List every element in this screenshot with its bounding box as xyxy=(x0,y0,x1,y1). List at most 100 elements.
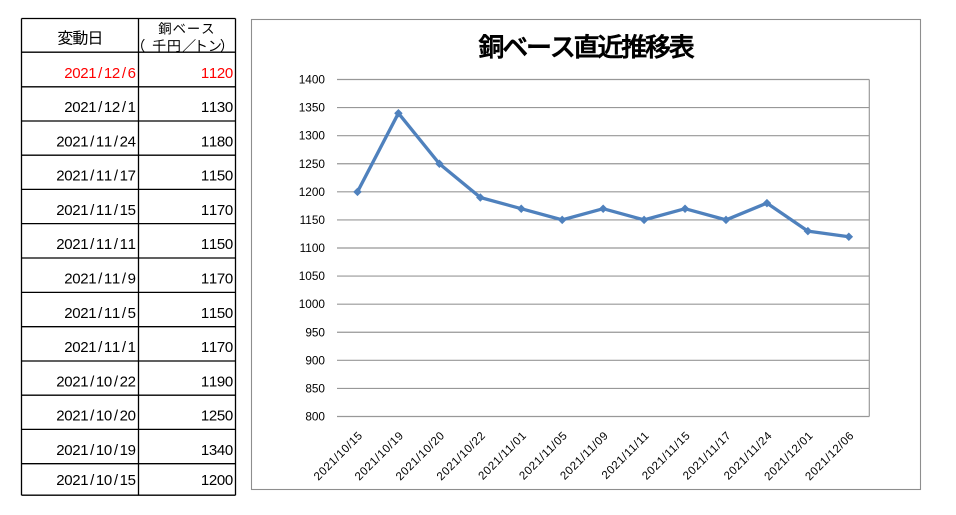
svg-text:1: 1 xyxy=(96,236,104,253)
svg-text:2: 2 xyxy=(209,408,217,425)
svg-text:1000: 1000 xyxy=(299,297,326,311)
svg-text:0: 0 xyxy=(225,202,233,219)
svg-text:1: 1 xyxy=(80,472,88,489)
svg-text:/: / xyxy=(98,271,103,288)
svg-text:1: 1 xyxy=(104,65,112,82)
svg-text:/: / xyxy=(90,472,95,489)
svg-text:5: 5 xyxy=(217,236,225,253)
svg-text:/: / xyxy=(114,133,119,150)
svg-text:2: 2 xyxy=(56,442,64,459)
svg-text:1: 1 xyxy=(201,168,209,185)
svg-text:2: 2 xyxy=(64,65,72,82)
svg-text:2: 2 xyxy=(72,133,80,150)
svg-text:1050: 1050 xyxy=(299,269,326,283)
svg-text:1: 1 xyxy=(88,271,96,288)
svg-text:0: 0 xyxy=(225,408,233,425)
svg-text:1: 1 xyxy=(80,202,88,219)
svg-text:1: 1 xyxy=(120,168,128,185)
svg-text:1: 1 xyxy=(201,271,209,288)
svg-text:1: 1 xyxy=(209,133,217,150)
svg-text:1: 1 xyxy=(128,339,136,356)
svg-text:1: 1 xyxy=(80,408,88,425)
svg-text:9: 9 xyxy=(128,271,136,288)
svg-text:0: 0 xyxy=(64,236,72,253)
svg-text:1: 1 xyxy=(96,168,104,185)
svg-text:5: 5 xyxy=(217,408,225,425)
svg-text:1: 1 xyxy=(112,339,120,356)
svg-text:1: 1 xyxy=(128,99,136,116)
svg-text:1: 1 xyxy=(112,271,120,288)
svg-text:2: 2 xyxy=(64,271,72,288)
svg-text:2: 2 xyxy=(217,65,225,82)
svg-text:5: 5 xyxy=(128,472,136,489)
svg-text:1: 1 xyxy=(104,305,112,322)
svg-text:1: 1 xyxy=(96,373,104,390)
svg-text:1: 1 xyxy=(209,236,217,253)
svg-text:1: 1 xyxy=(80,373,88,390)
svg-text:2: 2 xyxy=(120,408,128,425)
svg-text:2: 2 xyxy=(80,99,88,116)
svg-text:1: 1 xyxy=(96,442,104,459)
svg-text:2: 2 xyxy=(56,472,64,489)
svg-text:2: 2 xyxy=(72,442,80,459)
svg-text:1: 1 xyxy=(80,168,88,185)
svg-text:2: 2 xyxy=(112,65,120,82)
svg-text:1: 1 xyxy=(201,408,209,425)
svg-text:1: 1 xyxy=(201,472,209,489)
svg-text:8: 8 xyxy=(217,133,225,150)
svg-text:1150: 1150 xyxy=(300,213,326,227)
svg-text:0: 0 xyxy=(225,305,233,322)
svg-text:/: / xyxy=(114,442,119,459)
svg-text:7: 7 xyxy=(128,168,136,185)
svg-text:2: 2 xyxy=(64,305,72,322)
svg-text:0: 0 xyxy=(225,168,233,185)
svg-text:1: 1 xyxy=(201,373,209,390)
svg-text:1: 1 xyxy=(128,236,136,253)
svg-text:1: 1 xyxy=(96,133,104,150)
svg-text:1300: 1300 xyxy=(299,129,326,143)
svg-text:1: 1 xyxy=(104,168,112,185)
svg-text:1: 1 xyxy=(104,271,112,288)
svg-text:1: 1 xyxy=(209,168,217,185)
svg-text:2: 2 xyxy=(72,472,80,489)
svg-text:/: / xyxy=(114,408,119,425)
svg-text:0: 0 xyxy=(64,472,72,489)
svg-text:1: 1 xyxy=(120,202,128,219)
svg-text:900: 900 xyxy=(305,353,325,367)
svg-text:1: 1 xyxy=(88,305,96,322)
svg-text:1: 1 xyxy=(104,202,112,219)
svg-text:/: / xyxy=(98,305,103,322)
svg-text:0: 0 xyxy=(72,65,80,82)
svg-text:2: 2 xyxy=(64,339,72,356)
svg-text:/: / xyxy=(114,472,119,489)
svg-text:3: 3 xyxy=(209,442,217,459)
svg-text:2: 2 xyxy=(56,373,64,390)
svg-text:0: 0 xyxy=(225,339,233,356)
svg-text:2: 2 xyxy=(56,408,64,425)
svg-text:2: 2 xyxy=(72,373,80,390)
svg-text:950: 950 xyxy=(305,325,325,339)
svg-text:1: 1 xyxy=(209,65,217,82)
svg-text:2: 2 xyxy=(56,133,64,150)
svg-text:1200: 1200 xyxy=(299,185,326,199)
svg-text:1: 1 xyxy=(96,472,104,489)
svg-text:/: / xyxy=(90,133,95,150)
svg-text:/: / xyxy=(114,236,119,253)
svg-text:1: 1 xyxy=(88,99,96,116)
svg-text:/: / xyxy=(90,408,95,425)
svg-text:5: 5 xyxy=(217,305,225,322)
svg-text:1: 1 xyxy=(120,236,128,253)
svg-text:1: 1 xyxy=(120,442,128,459)
svg-text:1: 1 xyxy=(209,99,217,116)
svg-text:0: 0 xyxy=(64,168,72,185)
svg-text:0: 0 xyxy=(64,373,72,390)
svg-text:0: 0 xyxy=(225,236,233,253)
svg-text:5: 5 xyxy=(128,305,136,322)
svg-text:1250: 1250 xyxy=(299,157,326,171)
svg-text:1: 1 xyxy=(201,442,209,459)
svg-text:2: 2 xyxy=(56,168,64,185)
svg-text:1: 1 xyxy=(201,236,209,253)
svg-text:1: 1 xyxy=(209,202,217,219)
svg-text:2: 2 xyxy=(72,168,80,185)
svg-text:0: 0 xyxy=(104,472,112,489)
